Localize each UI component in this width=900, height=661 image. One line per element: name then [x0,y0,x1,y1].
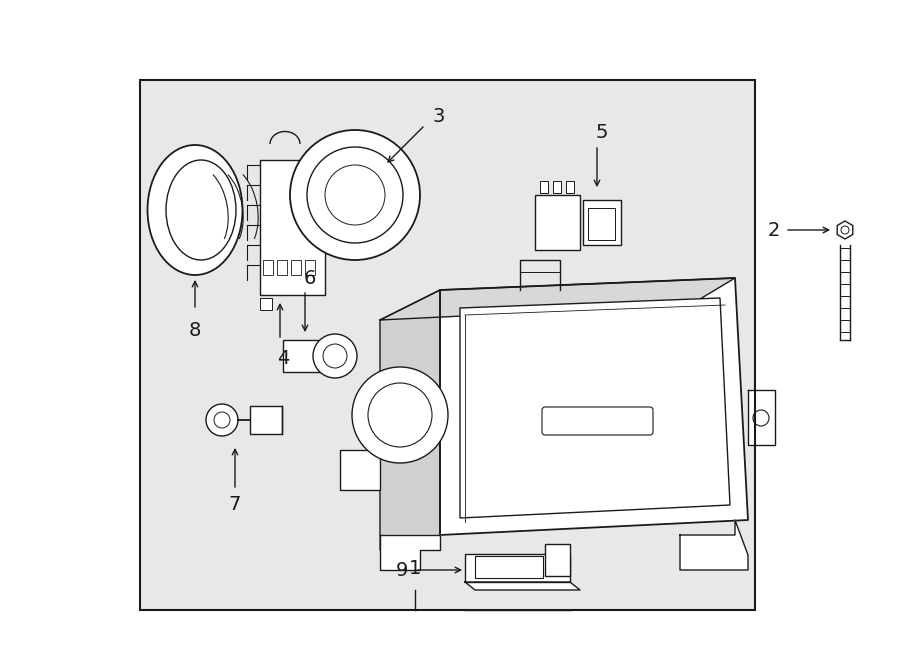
Bar [535,195,580,250]
Bar [566,181,574,193]
Bar [260,298,272,310]
Bar [583,200,621,245]
Bar [291,260,301,275]
Bar [250,406,282,434]
Bar [475,556,543,578]
Bar [260,160,325,295]
Bar [263,260,273,275]
Polygon shape [380,290,440,550]
Ellipse shape [148,145,242,275]
Bar [553,181,561,193]
Polygon shape [440,278,748,535]
Text: 9: 9 [396,561,408,580]
Circle shape [368,383,432,447]
Bar [545,544,570,576]
Text: 2: 2 [768,221,780,239]
Text: 5: 5 [596,122,608,141]
Bar [140,80,755,610]
FancyBboxPatch shape [542,407,653,435]
Bar [588,208,615,240]
Polygon shape [680,520,748,570]
Polygon shape [465,582,580,590]
Text: 8: 8 [189,321,202,340]
Circle shape [214,412,230,428]
Polygon shape [380,535,440,570]
Bar [465,554,570,582]
Bar [305,260,315,275]
Circle shape [323,344,347,368]
Polygon shape [748,390,775,445]
Text: 3: 3 [433,108,446,126]
Text: 4: 4 [277,348,289,368]
Bar [321,348,335,364]
Circle shape [841,226,849,234]
Ellipse shape [166,160,236,260]
Circle shape [352,367,448,463]
Polygon shape [460,298,730,518]
Bar [540,181,548,193]
Bar [277,260,287,275]
Text: 6: 6 [304,268,316,288]
Text: 7: 7 [229,496,241,514]
Bar [140,80,755,610]
Circle shape [753,410,769,426]
Circle shape [325,165,385,225]
Circle shape [206,404,238,436]
Polygon shape [380,278,735,320]
Circle shape [307,147,403,243]
Polygon shape [340,450,380,490]
Circle shape [290,130,420,260]
Bar [283,340,321,372]
Circle shape [313,334,357,378]
Text: 1: 1 [409,559,421,578]
